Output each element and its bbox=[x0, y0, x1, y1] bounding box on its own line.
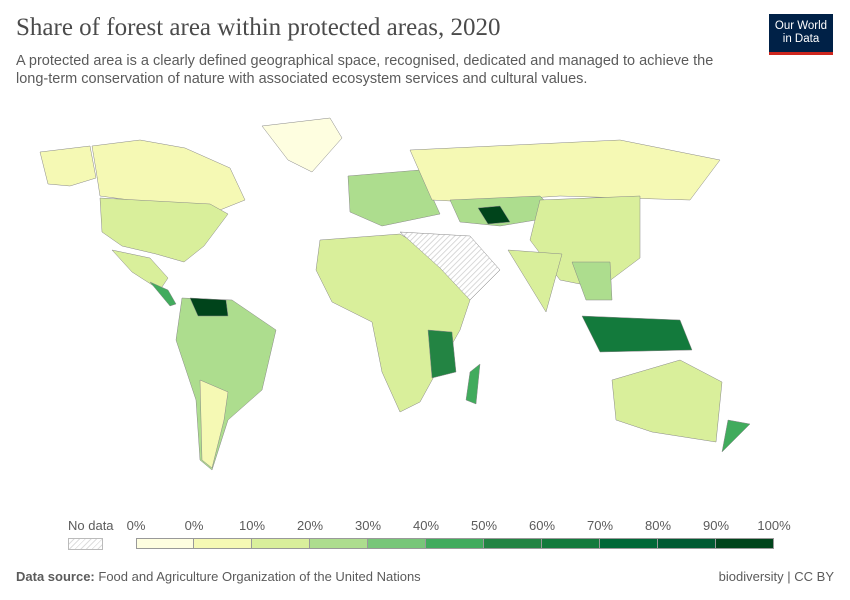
legend-bin[interactable] bbox=[600, 538, 658, 549]
country-region-central-asia[interactable] bbox=[449, 195, 561, 227]
legend-color-bins bbox=[136, 538, 774, 549]
legend-tick-label: 70% bbox=[586, 518, 614, 533]
country-region-united-states[interactable] bbox=[99, 197, 229, 263]
legend-bin[interactable] bbox=[716, 538, 774, 549]
legend-bin[interactable] bbox=[136, 538, 194, 549]
country-region-russia[interactable] bbox=[409, 139, 721, 203]
data-source-text[interactable]: Food and Agriculture Organization of the… bbox=[98, 569, 421, 584]
country-region-south-america[interactable] bbox=[175, 297, 277, 471]
license[interactable]: biodiversity | CC BY bbox=[718, 569, 834, 584]
legend-tick-label: 90% bbox=[702, 518, 730, 533]
legend-tick-label: 80% bbox=[644, 518, 672, 533]
owid-logo[interactable]: Our World in Data bbox=[769, 14, 833, 55]
legend-no-data-swatch[interactable] bbox=[68, 538, 103, 550]
chart-title: Share of forest area within protected ar… bbox=[16, 14, 501, 41]
country-region-argentina[interactable] bbox=[199, 379, 229, 469]
chart-subtitle: A protected area is a clearly defined ge… bbox=[16, 53, 714, 87]
country-region-australia[interactable] bbox=[611, 359, 723, 443]
legend-bin[interactable] bbox=[252, 538, 310, 549]
legend-bin[interactable] bbox=[310, 538, 368, 549]
country-region-southeast-asia[interactable] bbox=[571, 261, 613, 301]
logo-line-1: Our World bbox=[774, 20, 828, 32]
country-region-east-africa[interactable] bbox=[427, 329, 457, 379]
country-region-greenland[interactable] bbox=[261, 117, 343, 173]
country-region-india[interactable] bbox=[507, 249, 563, 313]
legend-no-data-label: No data bbox=[68, 518, 114, 533]
country-region-mexico[interactable] bbox=[111, 249, 169, 291]
country-region-madagascar[interactable] bbox=[465, 363, 481, 405]
country-region-new-zealand[interactable] bbox=[721, 419, 751, 453]
country-region-indonesia[interactable] bbox=[581, 315, 693, 353]
data-source-label: Data source: bbox=[16, 569, 95, 584]
country-region-central-america[interactable] bbox=[149, 281, 177, 307]
data-source: Data source: Food and Agriculture Organi… bbox=[16, 569, 421, 584]
legend-bin[interactable] bbox=[658, 538, 716, 549]
legend-tick-label: 10% bbox=[238, 518, 266, 533]
country-region-middle-east[interactable] bbox=[399, 231, 501, 301]
legend-tick-label: 40% bbox=[412, 518, 440, 533]
legend-bin[interactable] bbox=[426, 538, 484, 549]
country-region-europe[interactable] bbox=[347, 169, 441, 227]
country-region-uzbekistan[interactable] bbox=[477, 205, 511, 225]
legend-tick-label: 20% bbox=[296, 518, 324, 533]
logo-line-2: in Data bbox=[782, 33, 820, 45]
legend-tick-label: 100% bbox=[757, 518, 791, 533]
country-region-venezuela[interactable] bbox=[189, 297, 229, 317]
legend-bin[interactable] bbox=[194, 538, 252, 549]
legend-tick-label: 60% bbox=[528, 518, 556, 533]
legend-tick-label: 0% bbox=[184, 518, 204, 533]
country-region-alaska[interactable] bbox=[39, 145, 97, 187]
legend-bin[interactable] bbox=[484, 538, 542, 549]
legend-tick-label: 50% bbox=[470, 518, 498, 533]
legend-bin[interactable] bbox=[542, 538, 600, 549]
legend-bin[interactable] bbox=[368, 538, 426, 549]
legend-tick-label: 30% bbox=[354, 518, 382, 533]
legend-tick-label: 0% bbox=[126, 518, 146, 533]
